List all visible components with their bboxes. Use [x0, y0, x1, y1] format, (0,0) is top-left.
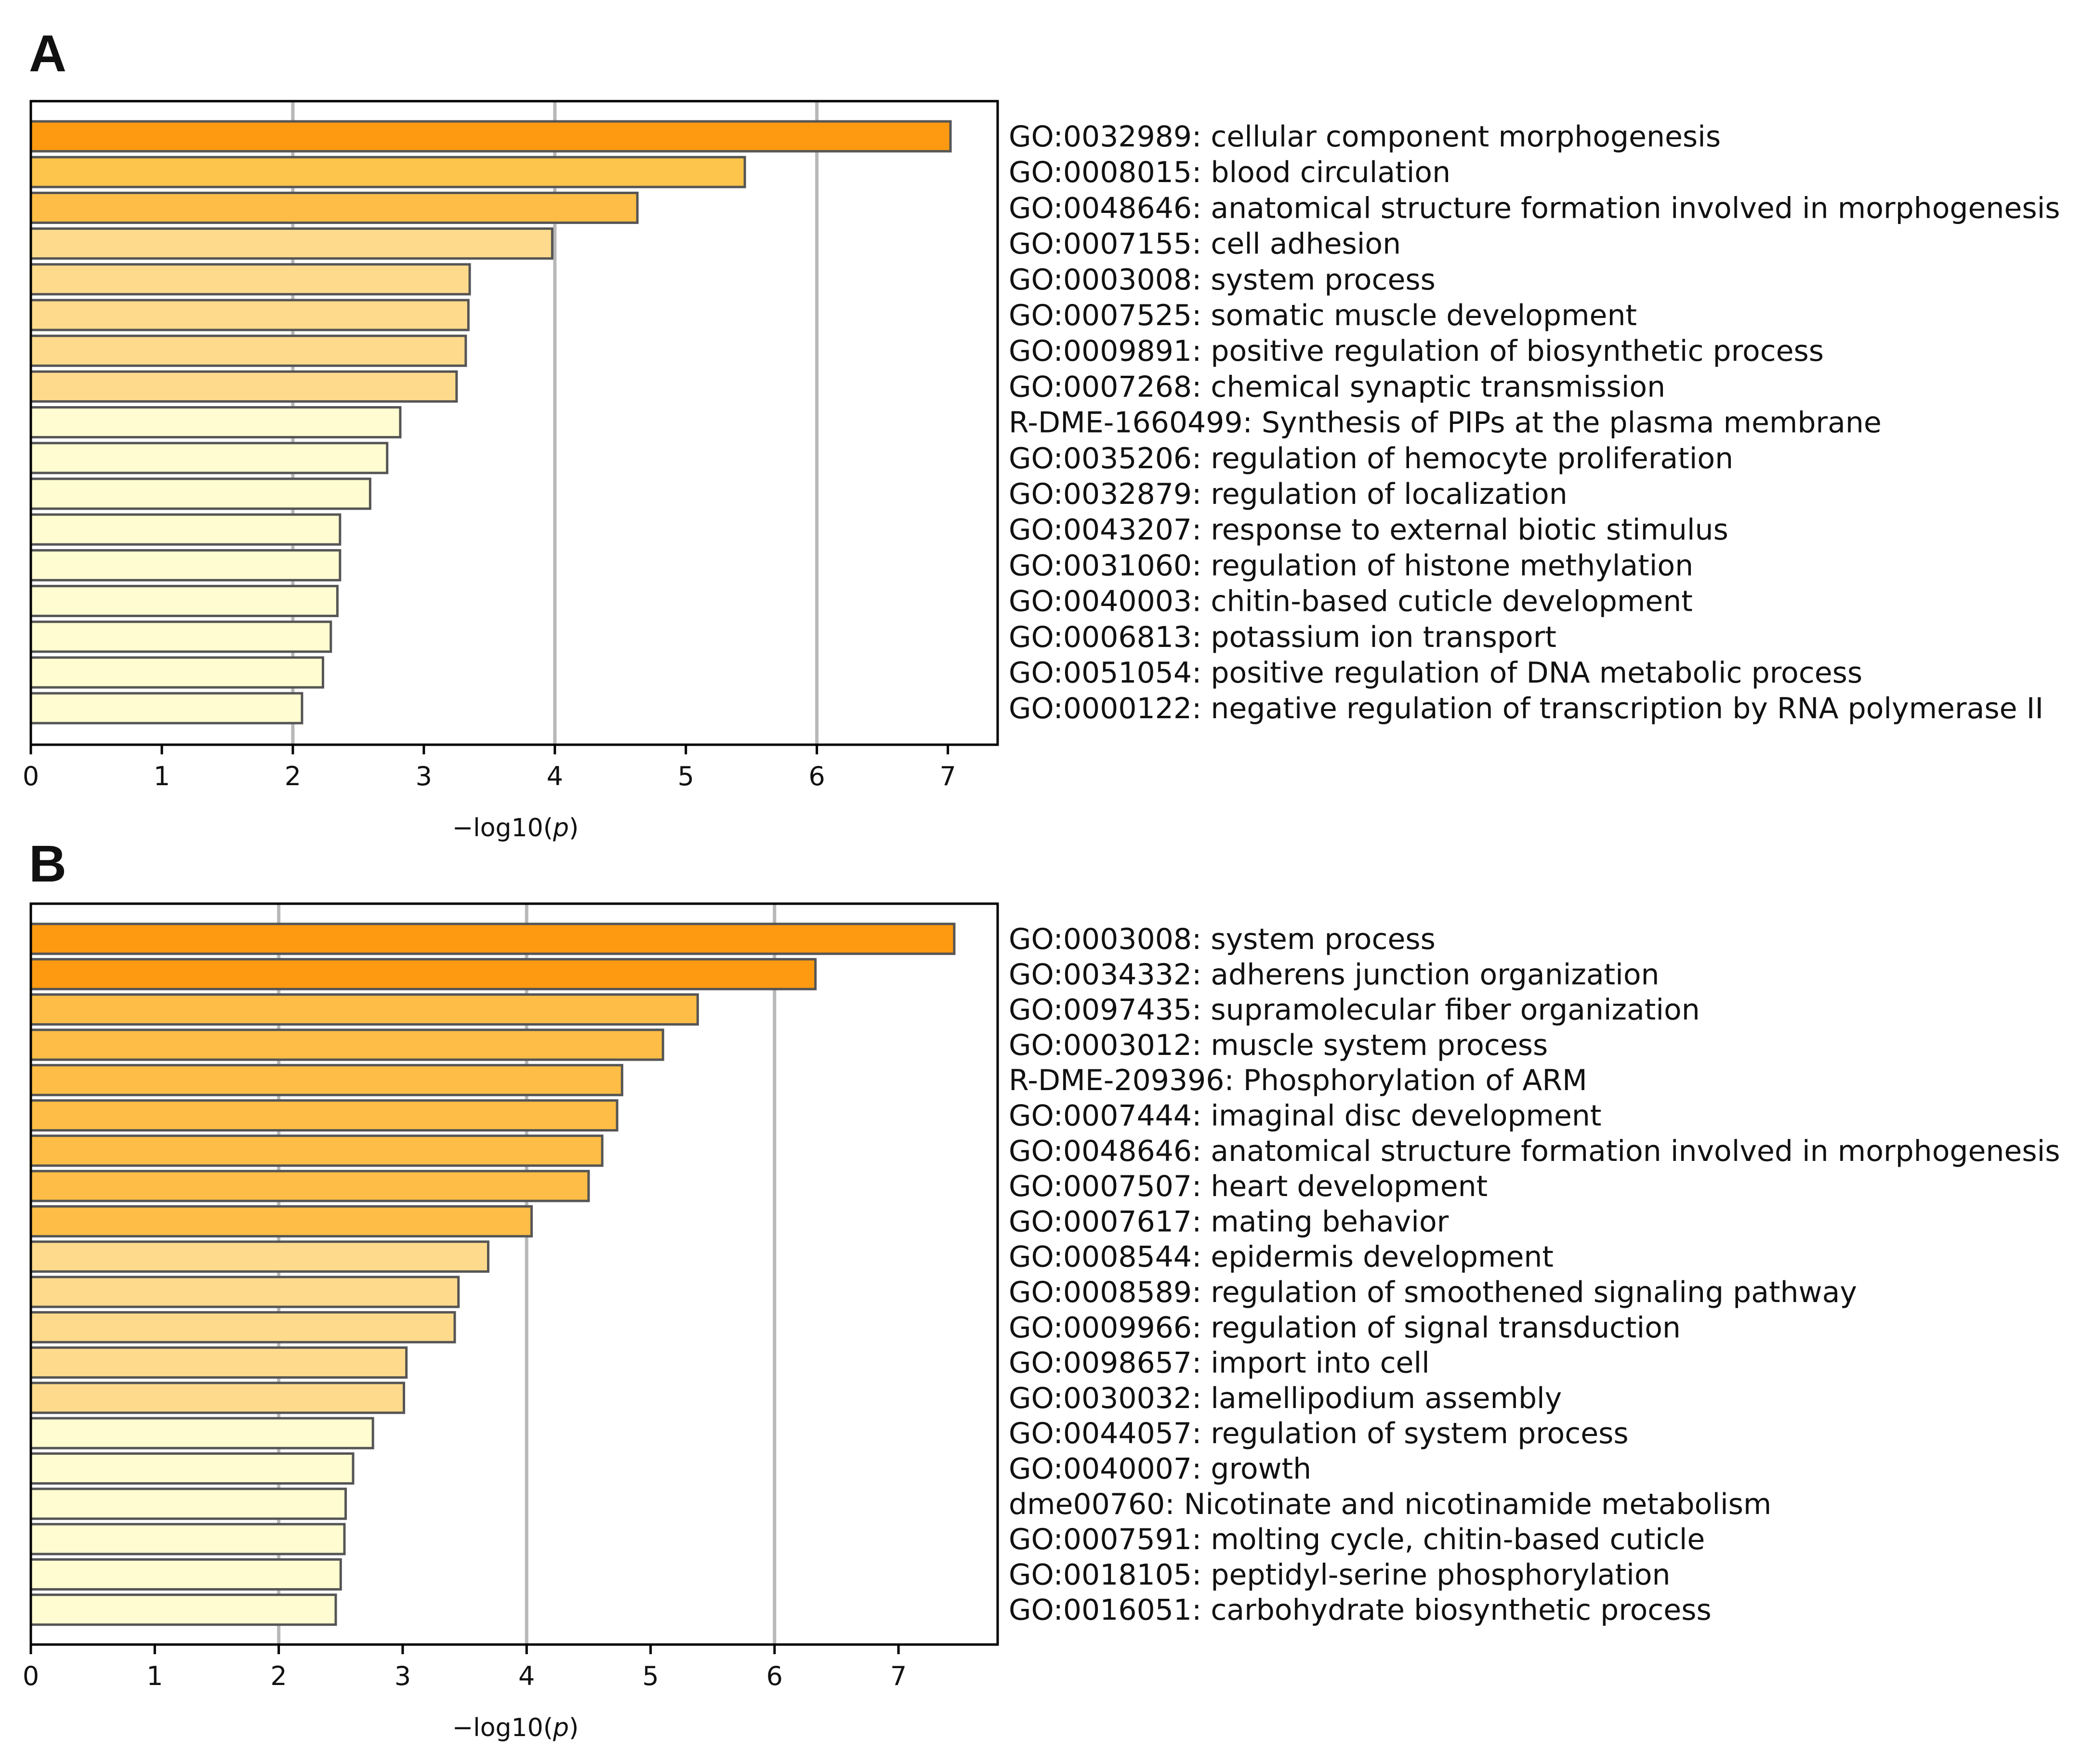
panel-b-term-label-2: GO:0034332: adherens junction organizati…	[1009, 958, 1660, 991]
panel-a-term-label-5: GO:0003008: system process	[1009, 263, 1436, 297]
panel-a-bar-7	[29, 334, 467, 367]
panel-a-term-label-9: R-DME-1660499: Synthesis of PIPs at the …	[1009, 406, 1882, 440]
panel-a-bar-6	[29, 299, 470, 331]
panel-b-term-label-14: GO:0030032: lamellipodium assembly	[1009, 1382, 1562, 1415]
panel-b-term-label-19: GO:0018105: peptidyl-serine phosphorylat…	[1009, 1558, 1671, 1592]
panel-a-term-label-12: GO:0043207: response to external biotic …	[1009, 513, 1728, 547]
panel-b-xtick-label-5: 5	[642, 1661, 659, 1691]
panel-b-term-label-13: GO:0098657: import into cell	[1009, 1346, 1430, 1380]
panel-b-term-label-18: GO:0007591: molting cycle, chitin-based …	[1009, 1523, 1705, 1556]
panel-a-term-label-3: GO:0048646: anatomical structure formati…	[1009, 191, 2060, 225]
panel-a-bar-3	[29, 191, 639, 224]
panel-b-term-label-17: dme00760: Nicotinate and nicotinamide me…	[1009, 1488, 1771, 1521]
panel-b-bar-11	[29, 1276, 460, 1308]
panel-b-bar-3	[29, 993, 699, 1026]
panel-b-term-label-12: GO:0009966: regulation of signal transdu…	[1009, 1311, 1681, 1344]
panel-a-plot-frame	[29, 100, 999, 746]
panel-a-term-label-11: GO:0032879: regulation of localization	[1009, 477, 1568, 511]
panel-a-chart: GO:0032989: cellular component morphogen…	[23, 100, 2060, 843]
panel-a-term-label-7: GO:0009891: positive regulation of biosy…	[1009, 334, 1824, 368]
panel-b-xtick-label-0: 0	[23, 1661, 39, 1691]
panel-b-x-axis-label: −log10(p)	[452, 1713, 579, 1742]
panel-a-bar-4	[29, 227, 553, 260]
panel-letter-b: B	[29, 834, 66, 893]
panel-a-bar-5	[29, 263, 471, 296]
panel-b-bar-17	[29, 1488, 347, 1520]
panel-a-xtick-label-3: 3	[416, 761, 432, 791]
panel-a-bar-14	[29, 585, 339, 618]
panel-a-bar-12	[29, 513, 342, 546]
panel-b-bar-2	[29, 958, 817, 990]
panel-b-term-label-5: R-DME-209396: Phosphorylation of ARM	[1009, 1064, 1587, 1097]
panel-b-term-label-6: GO:0007444: imaginal disc development	[1009, 1099, 1601, 1133]
panel-a-bar-13	[29, 549, 342, 581]
panel-b-term-label-1: GO:0003008: system process	[1009, 922, 1436, 956]
panel-a-xtick-label-7: 7	[939, 761, 956, 791]
panel-a-bar-2	[29, 156, 746, 188]
panel-a-xtick-label-2: 2	[285, 761, 301, 791]
panel-a-bar-16	[29, 656, 324, 689]
panel-b-term-label-4: GO:0003012: muscle system process	[1009, 1028, 1548, 1062]
panel-a-xtick-label-6: 6	[809, 761, 825, 791]
panel-b-plot-frame	[29, 902, 999, 1646]
panel-b-bar-1	[29, 922, 956, 955]
panel-a-term-label-10: GO:0035206: regulation of hemocyte proli…	[1009, 442, 1733, 475]
panel-a-xtick-label-0: 0	[23, 761, 39, 791]
panel-b-bar-5	[29, 1064, 623, 1096]
panel-b-xtick-label-7: 7	[890, 1661, 907, 1691]
panel-b-term-label-9: GO:0007617: mating behavior	[1009, 1205, 1449, 1238]
panel-a-term-label-8: GO:0007268: chemical synaptic transmissi…	[1009, 370, 1665, 404]
panel-a-bar-17	[29, 692, 303, 724]
panel-b-xtick-label-6: 6	[766, 1661, 783, 1691]
panel-a-term-label-6: GO:0007525: somatic muscle development	[1009, 299, 1637, 332]
panel-b-bar-7	[29, 1134, 604, 1167]
panel-b-xtick-label-2: 2	[270, 1661, 287, 1691]
panel-a-x-axis-label: −log10(p)	[452, 814, 579, 843]
panel-b-bar-9	[29, 1205, 533, 1237]
panel-b-bar-6	[29, 1099, 619, 1132]
panel-b-term-label-10: GO:0008544: epidermis development	[1009, 1240, 1554, 1274]
panel-a-term-label-17: GO:0000122: negative regulation of trans…	[1009, 692, 2043, 725]
panel-a-bar-15	[29, 620, 332, 653]
panel-b-bar-14	[29, 1382, 405, 1414]
panel-a-term-label-2: GO:0008015: blood circulation	[1009, 156, 1450, 189]
panel-a-term-label-1: GO:0032989: cellular component morphogen…	[1009, 120, 1721, 154]
panel-a-xtick-label-1: 1	[154, 761, 170, 791]
panel-b-bar-19	[29, 1558, 342, 1591]
panel-b-bar-4	[29, 1028, 664, 1061]
panel-b-xtick-label-3: 3	[395, 1661, 411, 1691]
panel-b-term-label-16: GO:0040007: growth	[1009, 1452, 1311, 1486]
panel-b-bar-15	[29, 1417, 374, 1449]
panel-b-xtick-label-4: 4	[518, 1661, 535, 1691]
panel-a-bar-9	[29, 406, 402, 439]
panel-a-xtick-label-5: 5	[678, 761, 694, 791]
panel-a-bar-10	[29, 442, 389, 474]
panel-a-xtick-label-4: 4	[547, 761, 563, 791]
panel-b-term-label-7: GO:0048646: anatomical structure formati…	[1009, 1134, 2060, 1168]
panel-a-bar-1	[29, 120, 952, 153]
panel-letter-a: A	[29, 24, 66, 82]
panel-b-term-label-15: GO:0044057: regulation of system process	[1009, 1417, 1629, 1450]
panel-a-term-label-15: GO:0006813: potassium ion transport	[1009, 620, 1556, 654]
panel-a-bar-8	[29, 370, 458, 403]
panel-b-xtick-label-1: 1	[146, 1661, 163, 1691]
panel-b-bar-16	[29, 1452, 355, 1485]
panel-a-term-label-13: GO:0031060: regulation of histone methyl…	[1009, 549, 1693, 582]
panel-a-term-label-4: GO:0007155: cell adhesion	[1009, 227, 1401, 261]
panel-b-term-label-11: GO:0008589: regulation of smoothened sig…	[1009, 1276, 1857, 1309]
panel-a-term-label-14: GO:0040003: chitin-based cuticle develop…	[1009, 585, 1693, 619]
panel-b-bar-13	[29, 1346, 408, 1379]
panel-b-bar-12	[29, 1311, 456, 1343]
panel-b-bar-18	[29, 1523, 346, 1555]
panel-b-bar-8	[29, 1170, 590, 1202]
panel-b-term-label-20: GO:0016051: carbohydrate biosynthetic pr…	[1009, 1593, 1712, 1627]
panel-a-term-label-16: GO:0051054: positive regulation of DNA m…	[1009, 656, 1862, 690]
panel-b-term-label-8: GO:0007507: heart development	[1009, 1170, 1488, 1203]
panel-b-bar-20	[29, 1593, 337, 1626]
panel-b-term-label-3: GO:0097435: supramolecular fiber organiz…	[1009, 993, 1700, 1027]
panel-b-bar-10	[29, 1240, 489, 1273]
panel-a-bar-11	[29, 477, 371, 510]
